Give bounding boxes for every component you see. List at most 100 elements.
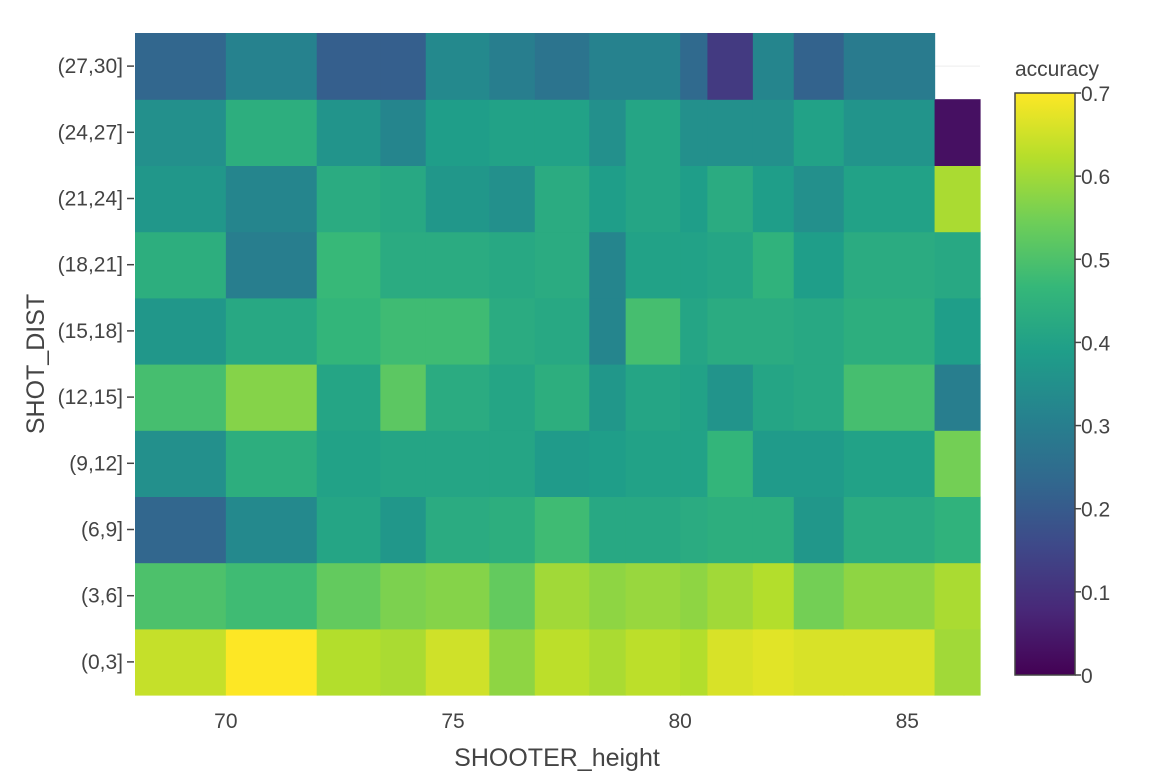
heatmap-cell[interactable] [489,364,536,431]
heatmap-cell[interactable] [793,33,845,100]
heatmap-cell[interactable] [793,628,845,696]
heatmap-cell[interactable] [793,99,845,166]
heatmap-cell[interactable] [380,496,427,564]
heatmap-cell[interactable] [752,496,795,564]
heatmap-cell[interactable] [316,99,381,166]
heatmap-cell[interactable] [589,496,627,564]
heatmap-cell[interactable] [425,297,490,365]
heatmap-cell[interactable] [843,496,936,564]
heatmap-cell[interactable] [380,99,427,166]
heatmap-cell[interactable] [425,165,490,233]
heatmap-cell[interactable] [316,165,381,233]
heatmap-cell[interactable] [843,628,936,696]
heatmap-cell[interactable] [534,99,590,166]
heatmap-cell[interactable] [793,364,845,431]
heatmap-cell[interactable] [680,562,709,630]
heatmap-cell[interactable] [843,231,936,299]
heatmap-cell[interactable] [534,364,590,431]
heatmap-cell[interactable] [225,231,318,299]
heatmap-cell[interactable] [793,430,845,497]
heatmap-cell[interactable] [707,430,754,497]
heatmap-cell[interactable] [707,496,754,564]
heatmap-cell[interactable] [707,364,754,431]
heatmap-cell[interactable] [843,364,936,431]
heatmap-cell[interactable] [225,628,318,696]
heatmap-cell[interactable] [425,364,490,431]
heatmap-cell[interactable] [625,496,681,564]
heatmap-cell[interactable] [680,33,709,100]
heatmap-cell[interactable] [843,99,936,166]
heatmap-cell[interactable] [589,628,627,696]
heatmap-cell[interactable] [680,496,709,564]
heatmap-cell[interactable] [425,231,490,299]
heatmap-cell[interactable] [135,165,227,233]
heatmap-cell[interactable] [752,33,795,100]
heatmap-cell[interactable] [225,33,318,100]
heatmap-cell[interactable] [707,33,754,100]
heatmap-cell[interactable] [752,562,795,630]
heatmap-cell[interactable] [425,496,490,564]
heatmap-cell[interactable] [225,297,318,365]
heatmap-cell[interactable] [625,297,681,365]
heatmap-cell[interactable] [934,165,981,233]
heatmap-cell[interactable] [793,562,845,630]
heatmap-cell[interactable] [489,165,536,233]
heatmap-cell[interactable] [589,165,627,233]
heatmap-cell[interactable] [589,99,627,166]
heatmap-cell[interactable] [934,496,981,564]
heatmap-cell[interactable] [380,33,427,100]
heatmap-cell[interactable] [707,165,754,233]
heatmap-cell[interactable] [625,33,681,100]
heatmap-cell[interactable] [934,628,981,696]
heatmap-cell[interactable] [589,231,627,299]
heatmap-cell[interactable] [534,33,590,100]
heatmap-cell[interactable] [793,231,845,299]
heatmap-cell[interactable] [225,562,318,630]
heatmap-cell[interactable] [707,562,754,630]
heatmap-cell[interactable] [316,364,381,431]
heatmap-cell[interactable] [752,430,795,497]
heatmap-cell[interactable] [534,231,590,299]
heatmap-cell[interactable] [225,496,318,564]
heatmap-cell[interactable] [380,364,427,431]
heatmap-cell[interactable] [489,99,536,166]
heatmap-cell[interactable] [135,297,227,365]
heatmap-cell[interactable] [489,33,536,100]
heatmap-cell[interactable] [680,430,709,497]
heatmap-cell[interactable] [316,430,381,497]
heatmap-cell[interactable] [589,430,627,497]
heatmap-cell[interactable] [534,496,590,564]
heatmap-cell[interactable] [489,562,536,630]
heatmap-cell[interactable] [316,33,381,100]
heatmap-cell[interactable] [135,562,227,630]
heatmap-cell[interactable] [934,430,981,497]
heatmap-cell[interactable] [625,364,681,431]
heatmap-cell[interactable] [680,99,709,166]
heatmap-cell[interactable] [425,99,490,166]
heatmap-cell[interactable] [680,297,709,365]
heatmap-cell[interactable] [425,33,490,100]
heatmap-cell[interactable] [135,231,227,299]
heatmap-cell[interactable] [793,496,845,564]
heatmap-cell[interactable] [225,99,318,166]
heatmap-cell[interactable] [843,297,936,365]
heatmap-cell[interactable] [589,364,627,431]
heatmap-cell[interactable] [934,99,981,166]
heatmap-cell[interactable] [934,562,981,630]
heatmap-cell[interactable] [752,165,795,233]
heatmap-cell[interactable] [489,430,536,497]
heatmap-cell[interactable] [625,430,681,497]
heatmap-cell[interactable] [380,562,427,630]
heatmap-cell[interactable] [843,562,936,630]
heatmap-cell[interactable] [380,297,427,365]
heatmap-cell[interactable] [135,496,227,564]
heatmap-cell[interactable] [589,562,627,630]
heatmap-cell[interactable] [316,628,381,696]
heatmap-cell[interactable] [489,231,536,299]
heatmap-cell[interactable] [625,99,681,166]
heatmap-cell[interactable] [589,297,627,365]
heatmap-cell[interactable] [316,496,381,564]
heatmap-cell[interactable] [934,231,981,299]
heatmap-cell[interactable] [425,628,490,696]
heatmap-cell[interactable] [135,99,227,166]
